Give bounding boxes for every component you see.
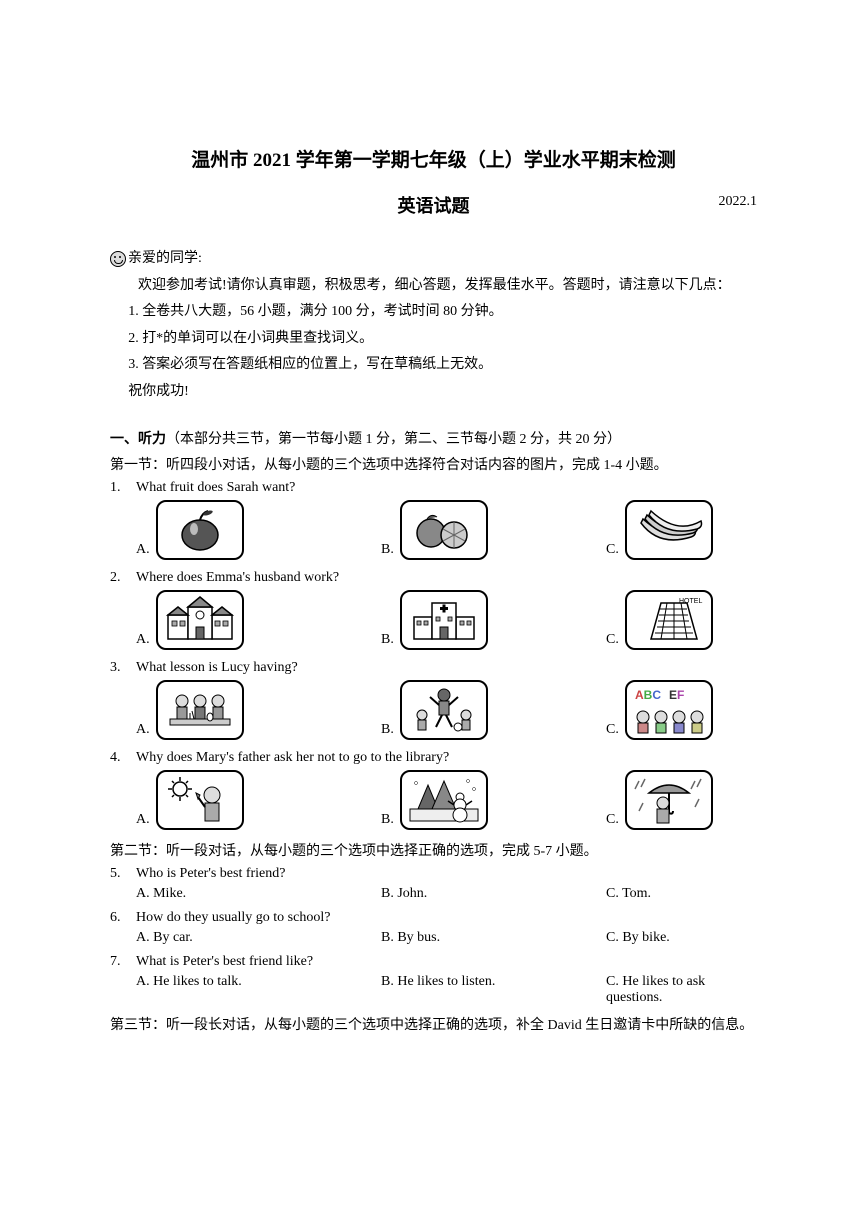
english-class-icon: ABCEF [625, 680, 713, 740]
exam-date: 2022.1 [719, 194, 758, 210]
hospital-icon [400, 590, 488, 650]
main-title: 温州市 2021 学年第一学期七年级（上）学业水平期末检测 [110, 145, 757, 172]
q1-opt-b-label: B. [381, 542, 394, 560]
q3-opt-a-label: A. [136, 722, 150, 740]
q5-opt-c: C. Tom. [606, 886, 757, 902]
snow-weather-icon [400, 770, 488, 830]
smiley-icon [110, 251, 126, 267]
q3-opt-c-label: C. [606, 722, 619, 740]
q4-opt-a-label: A. [136, 812, 150, 830]
section-1-label: 一、听力 [110, 432, 166, 447]
question-2: 2. Where does Emma's husband work? [110, 570, 757, 586]
q4-number: 4. [110, 750, 136, 766]
q2-opt-b-label: B. [381, 632, 394, 650]
q5-number: 5. [110, 866, 136, 882]
intro-line-3: 2. 打*的单词可以在小词典里查找词义。 [110, 326, 757, 353]
q2-options: A. B. C. HOTEL [110, 590, 757, 650]
q7-opt-a: A. He likes to talk. [136, 974, 381, 1006]
subtitle-row: 英语试题 2022.1 [110, 192, 757, 218]
q6-text: How do they usually go to school? [136, 910, 757, 926]
q7-options: A. He likes to talk. B. He likes to list… [110, 974, 757, 1006]
q1-number: 1. [110, 480, 136, 496]
q3-opt-b-label: B. [381, 722, 394, 740]
hotel-icon: HOTEL [625, 590, 713, 650]
question-7: 7. What is Peter's best friend like? [110, 954, 757, 970]
q1-opt-c-label: C. [606, 542, 619, 560]
banana-icon [625, 500, 713, 560]
section-1-desc: （本部分共三节，第一节每小题 1 分，第二、三节每小题 2 分，共 20 分） [166, 432, 621, 447]
science-class-icon [156, 680, 244, 740]
q6-opt-b: B. By bus. [381, 930, 606, 946]
intro-line-5: 祝你成功! [110, 379, 757, 406]
intro-line-1: 欢迎参加考试!请你认真审题，积极思考，细心答题，发挥最佳水平。答题时，请注意以下… [110, 273, 757, 300]
question-4: 4. Why does Mary's father ask her not to… [110, 750, 757, 766]
q6-opt-c: C. By bike. [606, 930, 757, 946]
question-5: 5. Who is Peter's best friend? [110, 866, 757, 882]
q5-opt-b: B. John. [381, 886, 606, 902]
section-1-heading: 一、听力（本部分共三节，第一节每小题 1 分，第二、三节每小题 2 分，共 20… [110, 428, 757, 448]
question-6: 6. How do they usually go to school? [110, 910, 757, 926]
sunny-weather-icon [156, 770, 244, 830]
intro-block: 亲爱的同学: 欢迎参加考试!请你认真审题，积极思考，细心答题，发挥最佳水平。答题… [110, 246, 757, 406]
subtitle: 英语试题 [398, 192, 470, 218]
q3-text: What lesson is Lucy having? [136, 660, 757, 676]
rain-weather-icon [625, 770, 713, 830]
q1-options: A. B. C. [110, 500, 757, 560]
question-3: 3. What lesson is Lucy having? [110, 660, 757, 676]
orange-icon [400, 500, 488, 560]
pe-class-icon [400, 680, 488, 740]
q6-opt-a: A. By car. [136, 930, 381, 946]
q1-opt-a-label: A. [136, 542, 150, 560]
q5-options: A. Mike. B. John. C. Tom. [110, 886, 757, 902]
q7-opt-c: C. He likes to ask questions. [606, 974, 757, 1006]
apple-icon [156, 500, 244, 560]
q7-number: 7. [110, 954, 136, 970]
q6-options: A. By car. B. By bus. C. By bike. [110, 930, 757, 946]
q4-opt-b-label: B. [381, 812, 394, 830]
q6-number: 6. [110, 910, 136, 926]
q2-text: Where does Emma's husband work? [136, 570, 757, 586]
q3-options: A. B. C. ABCEF [110, 680, 757, 740]
intro-line-2: 1. 全卷共八大题，56 小题，满分 100 分，考试时间 80 分钟。 [110, 299, 757, 326]
part-1-instruction: 第一节：听四段小对话，从每小题的三个选项中选择符合对话内容的图片，完成 1-4 … [110, 454, 757, 474]
q4-opt-c-label: C. [606, 812, 619, 830]
part-3-instruction: 第三节：听一段长对话，从每小题的三个选项中选择正确的选项，补全 David 生日… [110, 1014, 757, 1034]
school-icon [156, 590, 244, 650]
q4-text: Why does Mary's father ask her not to go… [136, 750, 757, 766]
q4-options: A. B. C. [110, 770, 757, 830]
q1-text: What fruit does Sarah want? [136, 480, 757, 496]
q3-number: 3. [110, 660, 136, 676]
intro-line-4: 3. 答案必须写在答题纸相应的位置上，写在草稿纸上无效。 [110, 352, 757, 379]
q5-text: Who is Peter's best friend? [136, 866, 757, 882]
q5-opt-a: A. Mike. [136, 886, 381, 902]
question-1: 1. What fruit does Sarah want? [110, 480, 757, 496]
q2-opt-c-label: C. [606, 632, 619, 650]
q2-number: 2. [110, 570, 136, 586]
part-2-instruction: 第二节：听一段对话，从每小题的三个选项中选择正确的选项，完成 5-7 小题。 [110, 840, 757, 860]
greeting-text: 亲爱的同学: [128, 246, 202, 273]
q7-text: What is Peter's best friend like? [136, 954, 757, 970]
q2-opt-a-label: A. [136, 632, 150, 650]
svg-text:ABCEF: ABCEF [635, 688, 684, 702]
q7-opt-b: B. He likes to listen. [381, 974, 606, 1006]
